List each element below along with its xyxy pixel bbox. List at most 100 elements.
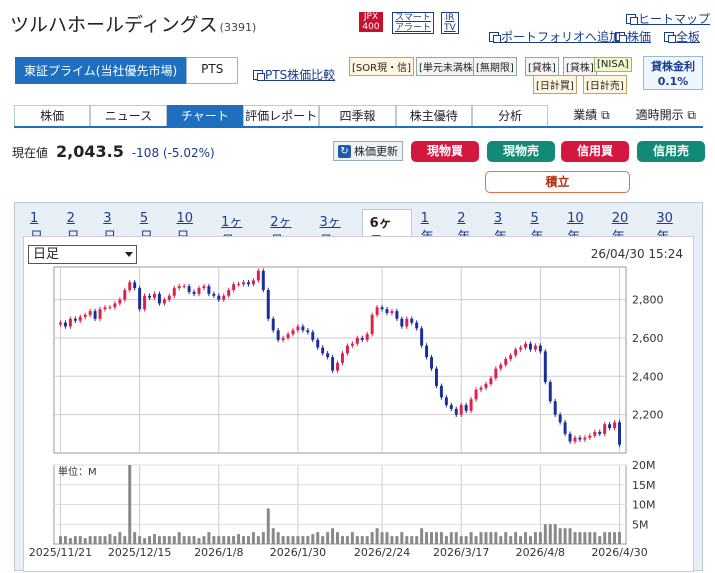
volume-bar — [177, 532, 181, 544]
volume-bar — [83, 538, 87, 544]
volume-bar — [212, 536, 216, 544]
pts-compare-link[interactable]: PTS株価比較 — [253, 66, 335, 83]
volume-bar — [291, 536, 295, 544]
volume-bar — [276, 532, 280, 544]
refresh-icon: ↻ — [338, 144, 351, 158]
volume-bar — [583, 532, 587, 544]
volume-bar — [232, 536, 236, 544]
tab-results[interactable]: 業績 ⧉ — [554, 105, 629, 126]
external-link-icon: ⧉ — [687, 108, 696, 122]
x-tick-label: 2026/1/8 — [194, 546, 243, 559]
volume-bar — [157, 536, 161, 544]
volume-bar — [93, 536, 97, 544]
candle-body — [133, 282, 137, 289]
candle-body — [256, 270, 260, 281]
x-tick-label: 2025/11/21 — [29, 546, 92, 559]
candle-body — [464, 405, 468, 411]
candle-body — [345, 345, 349, 354]
volume-bar — [553, 524, 557, 544]
volume-bar — [182, 536, 186, 544]
volume-bar — [143, 538, 147, 544]
price-link[interactable]: 株価 — [615, 28, 651, 45]
spot-sell-button[interactable]: 現物売 — [487, 141, 555, 162]
spot-buy-button[interactable]: 現物買 — [411, 141, 479, 162]
volume-bar — [563, 528, 567, 544]
tab-chart[interactable]: チャート — [166, 105, 243, 126]
refresh-button[interactable]: ↻ 株価更新 — [333, 141, 403, 161]
candle-body — [237, 284, 241, 286]
candle-body — [355, 337, 359, 344]
candle-body — [63, 322, 67, 327]
volume-bar — [538, 532, 542, 544]
candle-body — [266, 290, 270, 319]
ir-tv-link[interactable]: IR TV — [441, 12, 459, 34]
window-icon — [615, 31, 627, 43]
volume-bar — [261, 532, 265, 544]
candle-body — [583, 437, 587, 440]
candle-body — [58, 322, 62, 325]
candle-body — [281, 337, 285, 340]
period-select[interactable]: 日足 — [28, 245, 137, 264]
tag-lend2: [貸株] — [563, 57, 597, 76]
candle-body — [217, 295, 221, 300]
tab-news[interactable]: ニュース — [90, 105, 167, 126]
candle-body — [553, 401, 557, 415]
candle-body — [524, 343, 528, 348]
candle-body — [78, 316, 82, 321]
candle-body — [197, 288, 201, 294]
candle-body — [207, 286, 211, 294]
candle-body — [395, 311, 399, 319]
candle-body — [167, 295, 171, 300]
candle-body — [420, 328, 424, 346]
tag-day-buy: [日計買] — [533, 75, 577, 94]
price-tick-label: 2,200 — [632, 409, 664, 422]
volume-bar — [340, 536, 344, 544]
lending-rate-box[interactable]: 貸株金利 0.1% — [643, 56, 703, 90]
volume-bar — [543, 524, 547, 544]
volume-bar — [192, 536, 196, 544]
volume-bar — [133, 532, 137, 544]
market-primary-tab[interactable]: 東証プライム(当社優先市場) — [15, 57, 187, 84]
candle-body — [143, 295, 147, 310]
heatmap-link[interactable]: ヒートマップ — [626, 10, 710, 27]
volume-bar — [98, 536, 102, 544]
candle-body — [83, 314, 87, 317]
volume-bar — [519, 536, 523, 544]
volume-bar — [331, 528, 335, 544]
candle-body — [390, 311, 394, 314]
accumulate-button[interactable]: 積立 — [485, 171, 630, 193]
volume-bar — [63, 536, 67, 544]
tag-lend: [貸株] — [525, 57, 559, 76]
candle-body — [499, 364, 503, 369]
volume-bar — [266, 508, 270, 544]
price-tick-label: 2,800 — [632, 294, 664, 307]
volume-bar — [108, 534, 112, 544]
smart-alert-link[interactable]: スマート アラート — [392, 12, 435, 34]
tab-analysis[interactable]: 分析 — [471, 105, 549, 126]
candle-body — [474, 389, 478, 400]
margin-buy-button[interactable]: 信用買 — [561, 141, 629, 162]
volume-bar — [152, 534, 156, 544]
volume-bar — [256, 536, 260, 544]
candle-body — [360, 337, 364, 340]
candle-body — [603, 424, 607, 434]
lending-label: 貸株金利 — [651, 60, 695, 73]
board-link[interactable]: 全板 — [664, 28, 700, 45]
market-pts-tab[interactable]: PTS — [186, 57, 239, 84]
volume-bar — [78, 536, 82, 544]
candle-body — [598, 431, 602, 434]
tab-benefits[interactable]: 株主優待 — [395, 105, 472, 126]
tab-price[interactable]: 株価 — [14, 105, 91, 126]
external-link-icon: ⧉ — [601, 108, 610, 122]
volume-bar — [311, 534, 315, 544]
tab-shikiho[interactable]: 四季報 — [319, 105, 396, 126]
chart-timestamp: 26/04/30 15:24 — [590, 247, 683, 261]
margin-sell-button[interactable]: 信用売 — [637, 141, 705, 162]
volume-bar — [395, 536, 399, 544]
tab-disclosure[interactable]: 適時開示 ⧉ — [628, 105, 703, 126]
volume-bar — [400, 532, 404, 544]
volume-bar — [533, 532, 537, 544]
tab-report[interactable]: 評価レポート — [242, 105, 320, 126]
candle-body — [187, 286, 191, 292]
portfolio-link[interactable]: ポートフォリオへ追加 — [489, 28, 621, 45]
